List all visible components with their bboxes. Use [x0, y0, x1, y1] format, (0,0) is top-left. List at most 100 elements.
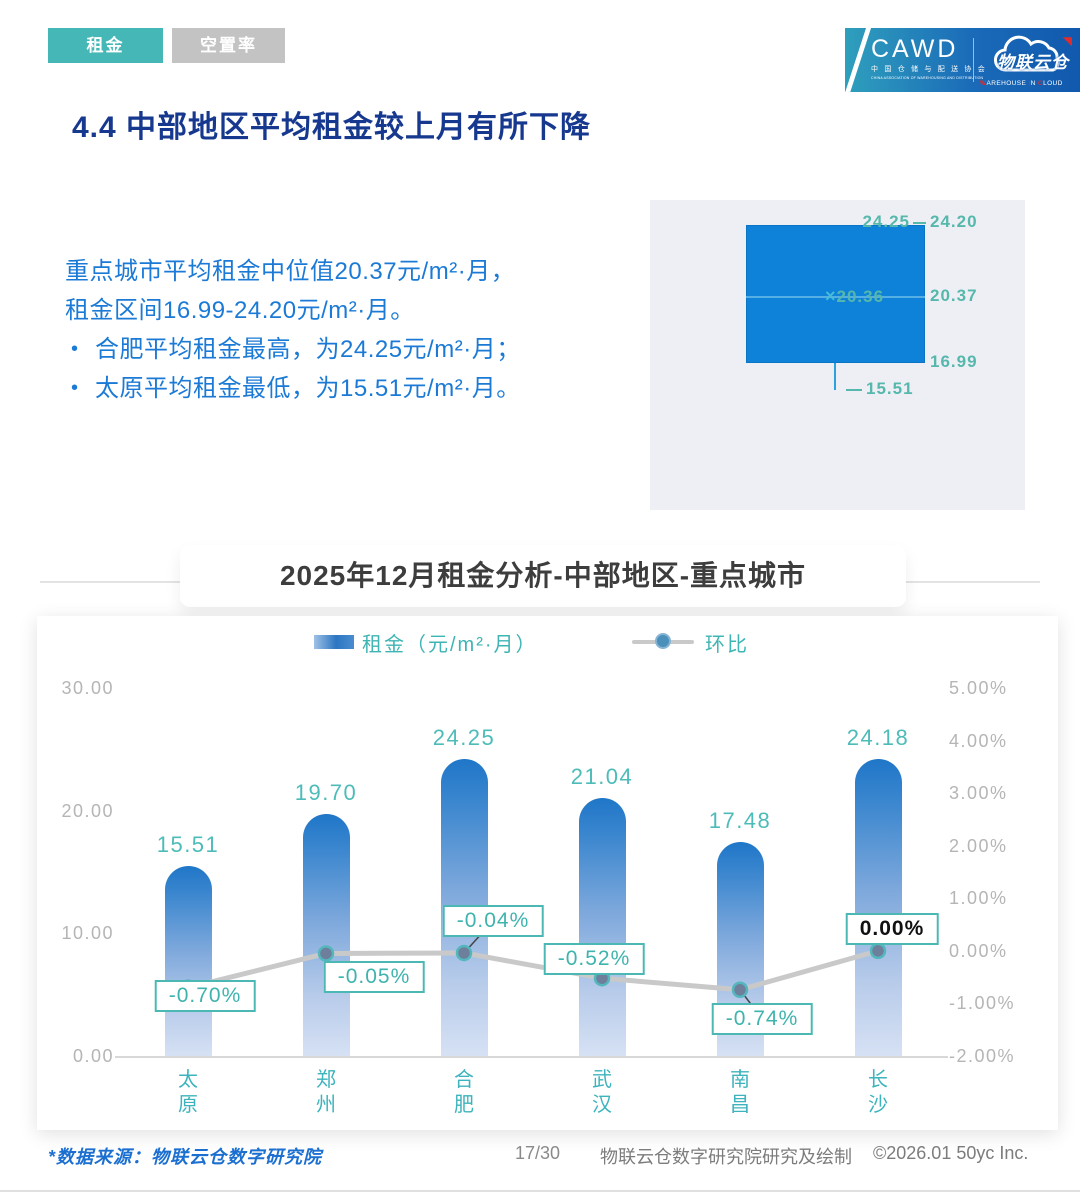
x-axis-char: 原: [178, 1094, 198, 1116]
cawd-wordmark: CAWD: [871, 35, 959, 63]
y-axis-right-tick: 2.00%: [949, 835, 1008, 856]
cawd-english-name: CHINA ASSOCIATION OF WAREHOUSING AND DIS…: [871, 76, 984, 80]
legend-bar-swatch: [314, 635, 354, 649]
bar-value-label: 21.04: [570, 763, 634, 789]
percent-callout: -0.04%: [442, 904, 544, 937]
cawd-logo: CAWD 中 国 仓 储 与 配 送 协 会 CHINA ASSOCIATION…: [845, 28, 987, 92]
boxplot-min-label: 15.51: [866, 379, 914, 398]
legend-line-label: 环比: [705, 634, 749, 656]
boxplot-max-label: 24.25: [862, 212, 910, 231]
x-axis-label-合肥: 合肥: [434, 1068, 494, 1118]
x-axis-char: 汉: [592, 1094, 612, 1116]
x-axis-char: 长: [868, 1069, 888, 1091]
x-axis-label-长沙: 长沙: [848, 1068, 908, 1118]
wuliancang-logo: ◥ 物联云仓 WAREHOUSE IN CLOUD: [974, 28, 1080, 92]
logo-banner: CAWD 中 国 仓 储 与 配 送 协 会 CHINA ASSOCIATION…: [845, 28, 1080, 92]
boxplot-panel: 24.25 24.20 ×20.36 20.37 16.99 15.51: [650, 200, 1025, 510]
boxplot-median-label: 20.37: [930, 286, 978, 305]
line-data-point: [455, 944, 473, 962]
summary-line-1: 重点城市平均租金中位值20.37元/m²·月，: [65, 258, 516, 285]
brand-en-1: AREHOUSE: [986, 80, 1029, 87]
line-data-point: [317, 945, 335, 962]
brand-en-i: I: [1028, 80, 1031, 87]
x-axis-line: [115, 1056, 948, 1058]
line-series-svg: [179, 920, 893, 1020]
copyright-text: ©2026.01 50yc Inc.: [873, 1143, 1029, 1163]
page-title: 4.4 中部地区平均租金较上月有所下降: [72, 111, 592, 144]
y-axis-right-tick: -2.00%: [949, 1046, 1016, 1066]
y-axis-left-tick: 30.00: [61, 678, 114, 698]
cawd-chinese-name: 中 国 仓 储 与 配 送 协 会: [871, 66, 987, 73]
banner-divider: [973, 38, 974, 82]
y-axis-right-tick: 1.00%: [949, 888, 1008, 909]
y-axis-right-tick: -1.00%: [949, 993, 1016, 1014]
brand-en-c: C: [1037, 80, 1044, 87]
boxplot-box: [746, 225, 925, 363]
y-axis-right-tick: 5.00%: [949, 678, 1008, 698]
x-axis-char: 肥: [454, 1094, 474, 1116]
percent-callout: -0.70%: [154, 979, 256, 1012]
boxplot-dash-top: [913, 222, 926, 224]
x-axis-char: 昌: [730, 1094, 750, 1116]
boxplot-q3-label: 24.20: [930, 212, 978, 231]
chart-card: 租金（元/m²·月） 环比 30.00 20.00 10.00 0.00 5.00% 4.…: [37, 616, 1058, 1130]
summary-bullet-2: 太原平均租金最低，为15.51元/m²·月。: [65, 369, 645, 408]
x-axis-label-郑州: 郑州: [296, 1068, 356, 1118]
red-arrow-icon: ◥: [1062, 34, 1072, 48]
boxplot-dash-bottom: [846, 389, 862, 391]
percent-callout: -0.05%: [323, 961, 425, 994]
x-axis-char: 沙: [868, 1094, 888, 1116]
x-axis-char: 郑: [316, 1069, 336, 1091]
y-axis-left-tick: 0.00: [72, 1046, 114, 1066]
brand-en-3: N: [1030, 80, 1038, 87]
line-data-point: [731, 981, 749, 999]
y-axis-right-tick: 4.00%: [949, 730, 1008, 751]
bar-太原: [164, 865, 212, 1056]
bar-value-label: 17.48: [708, 807, 772, 833]
x-axis-label-南昌: 南昌: [710, 1068, 770, 1118]
tab-rent[interactable]: 租金: [48, 28, 163, 63]
summary-bullet-1: 合肥平均租金最高，为24.25元/m²·月；: [65, 330, 645, 369]
page-number: 17/30: [515, 1143, 561, 1163]
legend-bar-label: 租金（元/m²·月）: [362, 634, 538, 656]
y-axis-right-tick: 0.00%: [949, 940, 1008, 961]
boxplot-q1-label: 16.99: [930, 352, 978, 371]
x-axis-char: 南: [730, 1069, 750, 1091]
bottom-rule: [0, 1190, 1080, 1192]
boxplot-mean-value: 20.36: [836, 287, 885, 306]
legend-line-dot: [655, 633, 671, 649]
brand-en-w: W: [980, 80, 987, 87]
x-axis-char: 合: [454, 1069, 474, 1091]
percent-callout: 0.00%: [845, 912, 939, 945]
bar-长沙: [854, 759, 902, 1056]
tab-vacancy[interactable]: 空置率: [172, 28, 285, 63]
chart-legend: 租金（元/m²·月） 环比: [37, 628, 1058, 658]
x-axis-char: 太: [178, 1069, 198, 1091]
x-axis-label-太原: 太原: [158, 1068, 218, 1118]
boxplot-median-line: [746, 296, 925, 298]
x-axis-label-武汉: 武汉: [572, 1068, 632, 1118]
mean-marker-icon: ×: [825, 286, 837, 306]
line-series: [185, 948, 881, 993]
x-axis-char: 武: [592, 1069, 612, 1091]
cloud-icon: [994, 35, 1060, 72]
y-axis-left-tick: 10.00: [61, 923, 114, 944]
line-data-point: [869, 942, 887, 960]
brand-english-name: WAREHOUSE IN CLOUD: [980, 80, 1080, 87]
bar-value-label: 24.18: [846, 725, 910, 751]
brand-en-5: LOUD: [1043, 80, 1063, 87]
data-source-note: *数据来源：物联云仓数字研究院: [48, 1147, 323, 1167]
percent-callout: -0.52%: [543, 943, 645, 976]
brand-chinese-name: 物联云仓: [997, 53, 1069, 72]
bar-郑州: [302, 814, 350, 1056]
bar-武汉: [578, 797, 626, 1056]
summary-text: 重点城市平均租金中位值20.37元/m²·月， 租金区间16.99-24.20元…: [65, 252, 645, 408]
x-axis-char: 州: [316, 1094, 336, 1116]
y-axis-right-tick: 3.00%: [949, 783, 1008, 804]
credit-text: 物联云仓数字研究院研究及绘制: [600, 1147, 852, 1167]
bar-value-label: 15.51: [156, 831, 220, 857]
boxplot-lower-whisker: [834, 363, 836, 390]
summary-line-2: 租金区间16.99-24.20元/m²·月。: [65, 297, 415, 324]
bar-value-label: 19.70: [294, 780, 358, 806]
